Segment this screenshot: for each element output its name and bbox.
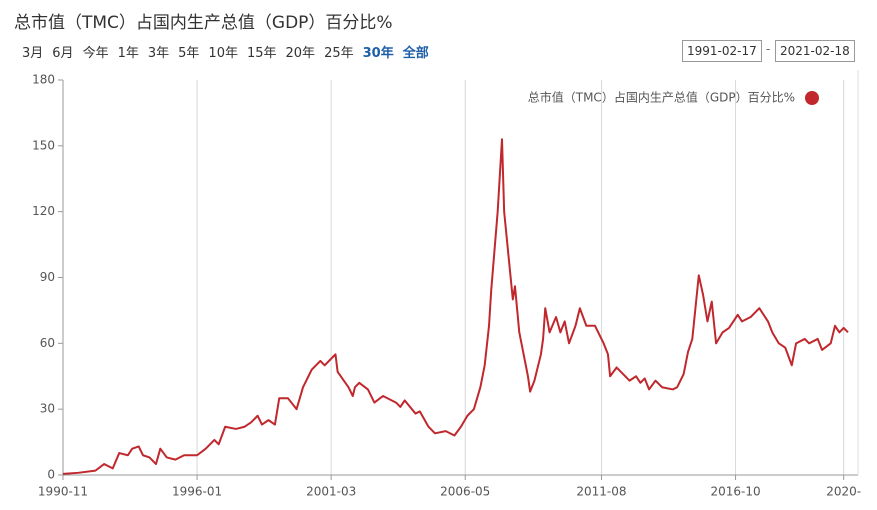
series-line: [62, 138, 849, 475]
range-button[interactable]: 今年: [82, 46, 109, 61]
range-button[interactable]: 全部: [402, 46, 429, 61]
range-button[interactable]: 6月: [52, 46, 74, 61]
y-tick-label: 90: [40, 270, 55, 284]
range-button[interactable]: 15年: [246, 46, 277, 61]
x-tick-label: 1996-01: [172, 485, 222, 499]
x-tick-label: 2011-08: [576, 485, 626, 499]
range-button[interactable]: 25年: [324, 46, 354, 61]
range-button[interactable]: 20年: [285, 46, 316, 61]
date-from[interactable]: 1991-02-17: [682, 40, 762, 62]
y-tick-label: 30: [40, 402, 55, 416]
x-tick-label: 2001-03: [306, 485, 356, 499]
y-tick-label: 60: [40, 336, 55, 350]
x-tick-label: 2006-05: [440, 485, 490, 499]
legend-marker: [805, 91, 819, 105]
x-tick-label: 2016-10: [710, 485, 760, 499]
range-button[interactable]: 3年: [147, 46, 170, 61]
y-tick-label: 0: [47, 468, 55, 482]
range-button[interactable]: 3月: [22, 46, 44, 61]
y-tick-label: 150: [32, 138, 55, 152]
range-selector: 3月 6月 今年 1年 3年 5年 10年 15年 20年 25年 30年 全部: [22, 42, 438, 61]
range-button[interactable]: 10年: [208, 46, 238, 61]
x-tick-label: 1990-11: [38, 485, 88, 499]
y-tick-label: 120: [32, 204, 55, 218]
y-tick-label: 180: [32, 73, 55, 87]
date-to[interactable]: 2021-02-18: [775, 40, 855, 62]
range-button[interactable]: 5年: [178, 46, 200, 61]
range-button[interactable]: 1年: [117, 46, 139, 61]
title: 总市值（TMC）占国内生产总值（GDP）百分比%: [14, 13, 393, 33]
range-button[interactable]: 30年: [362, 46, 394, 61]
x-tick-label: 2020-: [826, 485, 861, 499]
date-separator: -: [766, 42, 771, 56]
legend-label: 总市值（TMC）占国内生产总值（GDP）百分比%: [528, 90, 795, 105]
